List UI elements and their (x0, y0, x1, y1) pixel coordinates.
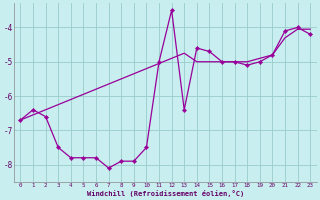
X-axis label: Windchill (Refroidissement éolien,°C): Windchill (Refroidissement éolien,°C) (87, 190, 244, 197)
